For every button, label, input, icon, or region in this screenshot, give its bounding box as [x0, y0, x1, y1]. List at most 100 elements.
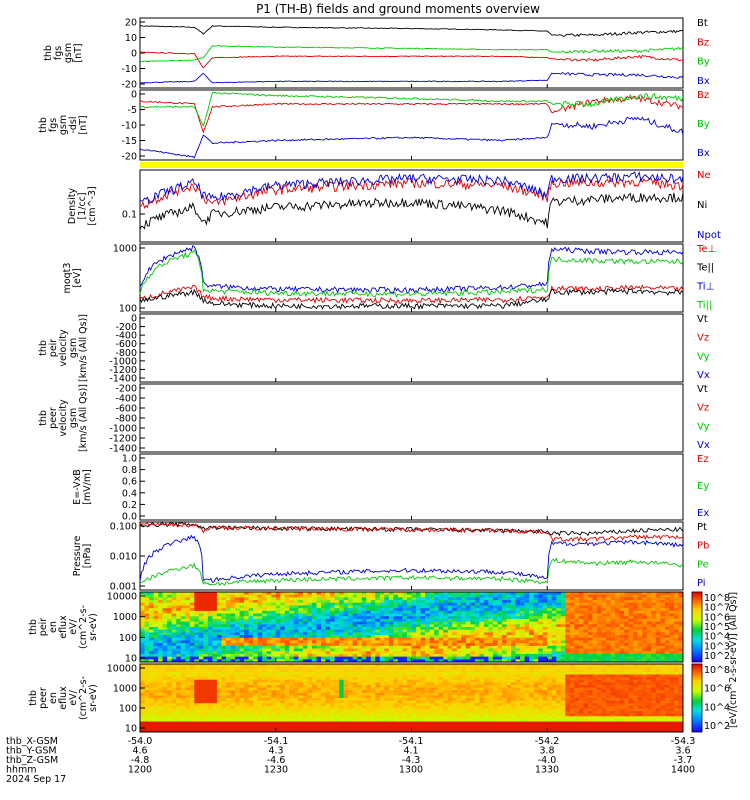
- heatmap-cell: [673, 605, 679, 609]
- heatmap-cell: [402, 592, 408, 596]
- heatmap-cell: [348, 682, 354, 686]
- heatmap-cell: [397, 653, 403, 658]
- heatmap-cell: [176, 632, 182, 636]
- heatmap-cell: [619, 610, 625, 614]
- heatmap-cell: [438, 656, 444, 660]
- heatmap-cell: [411, 700, 417, 704]
- heatmap-cell: [388, 610, 394, 614]
- heatmap-cell: [497, 594, 503, 598]
- heatmap-cell: [153, 610, 159, 614]
- heatmap-cell: [212, 721, 218, 725]
- heatmap-cell: [524, 597, 530, 601]
- heatmap-cell: [153, 643, 159, 647]
- heatmap-cell: [366, 721, 372, 725]
- heatmap-cell: [221, 695, 227, 699]
- heatmap-cell: [379, 605, 385, 609]
- heatmap-cell: [597, 640, 602, 644]
- heatmap-cell: [601, 653, 607, 658]
- heatmap-cell: [280, 692, 286, 696]
- heatmap-cell: [551, 656, 557, 660]
- heatmap-cell: [176, 695, 182, 699]
- heatmap-cell: [628, 608, 634, 612]
- heatmap-cell: [366, 656, 372, 660]
- heatmap-cell: [420, 624, 426, 628]
- legend-Bx: Bx: [697, 148, 710, 159]
- heatmap-cell: [275, 669, 281, 673]
- heatmap-cell: [370, 594, 376, 598]
- heatmap-cell: [330, 677, 335, 681]
- heatmap-cell: [275, 679, 281, 683]
- heatmap-cell: [429, 621, 435, 625]
- heatmap-cell: [298, 600, 304, 604]
- heatmap-cell: [370, 629, 376, 633]
- heatmap-cell: [293, 632, 299, 636]
- heatmap-cell: [538, 632, 544, 636]
- heatmap-cell: [655, 656, 661, 660]
- heatmap-cell: [606, 648, 612, 652]
- heatmap-cell: [307, 724, 313, 728]
- heatmap-cell: [149, 682, 154, 686]
- heatmap-cell: [302, 705, 308, 709]
- heatmap-cell: [357, 700, 363, 704]
- heatmap-cell: [167, 724, 173, 728]
- heatmap-cell: [402, 608, 408, 612]
- heatmap-cell: [334, 637, 340, 641]
- heatmap-cell: [669, 635, 675, 639]
- heatmap-cell: [289, 616, 295, 620]
- heatmap-cell: [280, 635, 286, 639]
- heatmap-cell: [628, 627, 634, 631]
- heatmap-cell: [325, 608, 331, 612]
- heatmap-cell: [669, 643, 675, 647]
- heatmap-cell: [583, 600, 589, 604]
- heatmap-cell: [565, 594, 571, 598]
- heatmap-cell: [339, 645, 345, 649]
- legend-Vt: Vt: [697, 314, 708, 325]
- heatmap-cell: [384, 705, 390, 709]
- heatmap-cell: [144, 664, 150, 668]
- heatmap-cell: [664, 594, 670, 598]
- heatmap-cell: [524, 645, 530, 649]
- heatmap-cell: [624, 637, 630, 641]
- heatmap-cell: [248, 708, 254, 712]
- heatmap-cell: [642, 613, 648, 617]
- heatmap-cell: [203, 726, 209, 730]
- heatmap-cell: [352, 637, 358, 641]
- heatmap-cell: [597, 643, 602, 647]
- heatmap-cell: [628, 610, 634, 614]
- heatmap-cell: [289, 687, 295, 691]
- heatmap-cell: [225, 671, 231, 675]
- heatmap-cell: [366, 692, 372, 696]
- heatmap-cell: [592, 613, 598, 617]
- heatmap-cell: [348, 640, 354, 644]
- heatmap-cell: [167, 632, 173, 636]
- heatmap-cell: [203, 656, 209, 660]
- heatmap-cell: [262, 608, 268, 612]
- heatmap-cell: [307, 605, 313, 609]
- heatmap-cell: [601, 643, 607, 647]
- heatmap-cell: [438, 659, 444, 663]
- heatmap-cell: [520, 610, 526, 614]
- heatmap-cell: [406, 705, 412, 709]
- heatmap-cell: [289, 713, 295, 717]
- heatmap-cell: [379, 674, 385, 678]
- heatmap-cell: [497, 643, 503, 647]
- heatmap-cell: [384, 602, 390, 606]
- heatmap-cell: [216, 648, 222, 652]
- heatmap-cell: [520, 651, 526, 655]
- heatmap-cell: [425, 684, 431, 688]
- heatmap-cell: [492, 624, 498, 628]
- heatmap-cell: [280, 640, 286, 644]
- heatmap-cell: [334, 724, 340, 728]
- heatmap-cell: [289, 624, 295, 628]
- heatmap-cell: [330, 664, 335, 668]
- heatmap-cell: [293, 695, 299, 699]
- heatmap-cell: [149, 684, 154, 688]
- heatmap-cell: [216, 708, 222, 712]
- heatmap-cell: [447, 592, 453, 596]
- y-axis-label: Density: [67, 188, 78, 224]
- heatmap-cell: [443, 613, 449, 617]
- heatmap-cell: [388, 698, 394, 702]
- heatmap-cell: [207, 687, 213, 691]
- heatmap-cell: [465, 608, 471, 612]
